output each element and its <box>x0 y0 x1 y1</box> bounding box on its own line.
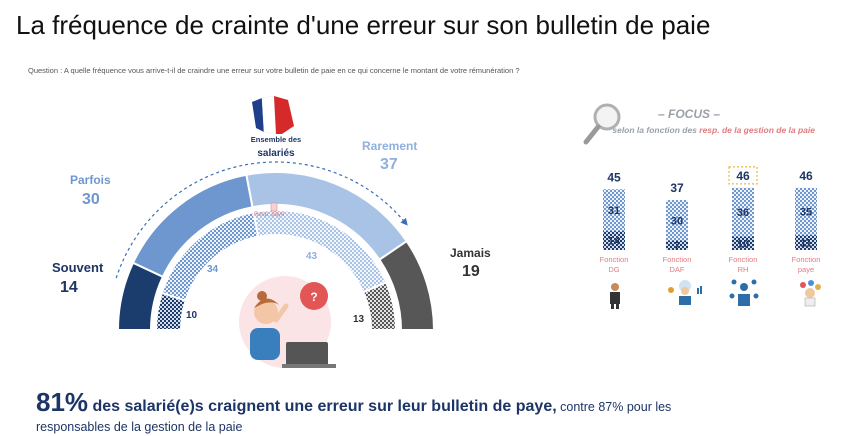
resp-paye-label: Resp. paye <box>254 212 285 218</box>
focus-subtitle-highlight: resp. de la gestion de la paie <box>699 125 815 135</box>
bar-souvent-value-1: 7 <box>674 240 680 252</box>
bar-parfois-value-2: 36 <box>737 207 749 219</box>
value-rarement: 37 <box>380 156 398 173</box>
question-text: Question : A quelle fréquence vous arriv… <box>28 66 520 75</box>
summary-normal: contre 87% pour les responsables de la g… <box>36 400 672 434</box>
bar-total-0: 45 <box>607 170 621 184</box>
bar-total-1: 37 <box>670 181 684 195</box>
inner-value-jamais: 13 <box>353 314 365 325</box>
bar-total-highlight-2 <box>728 166 758 185</box>
bar-parfois-value-1: 30 <box>671 215 683 227</box>
bar-parfois-value-0: 31 <box>608 205 620 217</box>
worried-person-illustration: ? <box>239 276 336 368</box>
bar-souvent-value-0: 14 <box>608 236 621 248</box>
bar-souvent-value-2: 10 <box>737 238 749 250</box>
label-jamais: Jamais <box>450 246 491 260</box>
value-parfois: 30 <box>82 191 100 208</box>
focus-subtitle-prefix: selon la fonction des <box>612 125 700 135</box>
bar-souvent-0 <box>603 231 625 250</box>
inner-value-rarement: 43 <box>306 251 318 262</box>
ensemble-label-2: salariés <box>257 148 295 159</box>
bar-category-3-line2: paye <box>798 265 814 274</box>
france-flag-icon <box>252 95 294 135</box>
outer-segment-jamais <box>377 239 436 331</box>
person-icon-daf <box>668 280 702 305</box>
inner-value-souvent: 10 <box>186 310 198 321</box>
bar-category-1-line1: Fonction <box>663 255 692 264</box>
summary-strong: des salarié(e)s craignent une erreur sur… <box>88 398 557 415</box>
inner-ring-chart <box>154 209 398 331</box>
bar-souvent-value-3: 11 <box>800 238 812 250</box>
bar-category-1-line2: DAF <box>670 265 685 274</box>
person-icon-rh <box>729 279 759 306</box>
bar-category-2-line2: RH <box>738 265 749 274</box>
label-souvent: Souvent <box>52 260 104 275</box>
page-title: La fréquence de crainte d'une erreur sur… <box>16 10 711 40</box>
bottom-summary: 81% des salarié(e)s craignent une erreur… <box>36 387 736 436</box>
inner-value-parfois: 34 <box>207 264 219 275</box>
bar-total-2: 46 <box>736 169 750 183</box>
svg-text:?: ? <box>310 290 317 304</box>
bar-parfois-1 <box>666 200 688 241</box>
focus-title: – FOCUS – <box>658 107 721 121</box>
bar-total-3: 46 <box>799 169 813 183</box>
bar-category-0-line2: DG <box>608 265 619 274</box>
bar-category-0-line1: Fonction <box>600 255 629 264</box>
document-icon <box>270 202 278 212</box>
inner-segment-jamais <box>361 281 398 331</box>
bar-souvent-1 <box>666 240 688 250</box>
bar-category-3-line1: Fonction <box>792 255 821 264</box>
label-parfois: Parfois <box>70 173 111 187</box>
magnifier-icon <box>583 103 621 145</box>
bar-parfois-2 <box>732 187 754 237</box>
bar-parfois-0 <box>603 189 625 232</box>
focus-bar-chart: 143145FonctionDG73037FonctionDAF103646Fo… <box>600 166 821 274</box>
bar-souvent-2 <box>732 236 754 250</box>
ensemble-label: Ensemble des <box>251 135 301 144</box>
bar-souvent-3 <box>795 235 817 250</box>
person-icon-paye <box>800 280 821 307</box>
summary-percent: 81% <box>36 387 89 417</box>
value-souvent: 14 <box>60 279 78 296</box>
person-icon-dg <box>610 283 620 309</box>
bar-parfois-3 <box>795 187 817 236</box>
bar-parfois-value-3: 35 <box>800 207 812 219</box>
outer-ring-chart <box>116 171 436 331</box>
value-jamais: 19 <box>462 263 480 280</box>
label-rarement: Rarement <box>362 139 417 153</box>
focus-subtitle: selon la fonction des resp. de la gestio… <box>600 125 815 136</box>
bar-category-2-line1: Fonction <box>729 255 758 264</box>
